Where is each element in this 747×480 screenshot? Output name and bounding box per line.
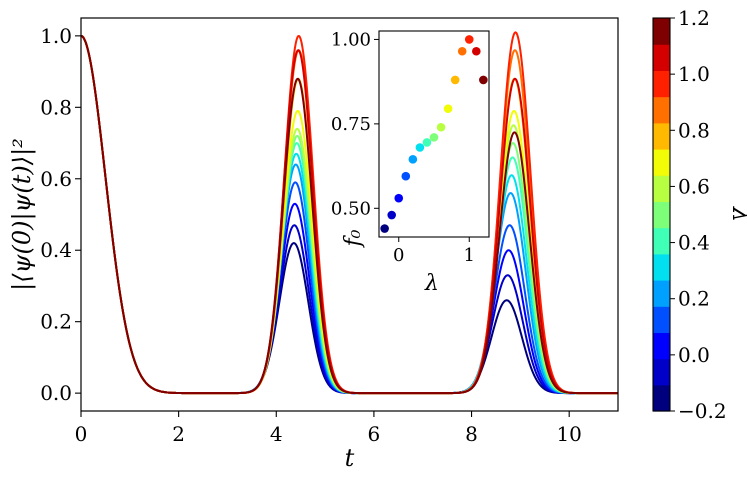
colorbar-tick-label: 0.4 [678, 231, 710, 255]
inset-scatter-points [380, 35, 488, 233]
inset-point [380, 224, 389, 233]
x-tick-label: 10 [556, 422, 581, 446]
colorbar-tick-label: 0.0 [678, 343, 710, 367]
inset-point [408, 155, 418, 164]
inset-point [479, 75, 488, 85]
inset-plot-frame [378, 30, 490, 238]
colorbar-segment [653, 149, 670, 176]
colorbar-segment [653, 227, 670, 255]
colorbar-tick-label: 0.2 [678, 287, 710, 311]
colorbar-segment [653, 306, 670, 333]
y-tick-label: 0.0 [40, 381, 72, 405]
main-plot: 0 2 4 6 8 100.00.20.40.60.81.0 t |⟨ψ(0)|ψ(t)⟩… [8, 17, 619, 472]
colorbar-segment [653, 122, 670, 150]
inset-y-tick-label: 1.00 [331, 29, 371, 50]
inset-point [401, 171, 411, 181]
inset-point [443, 104, 453, 113]
main-plot-frame [80, 17, 619, 412]
y-tick-label: 1.0 [40, 24, 72, 48]
inset-y-tick-label: 0.75 [331, 114, 371, 135]
colorbar-segment [653, 18, 670, 45]
colorbar-ticks: −0.2 0.0 0.2 0.4 0.6 0.8 1.0 1.2 [670, 6, 727, 423]
colorbar-tick-label: 0.8 [678, 118, 710, 142]
colorbar-segment [653, 44, 670, 71]
x-tick-label: 6 [368, 422, 381, 446]
main-y-axis-label: |⟨ψ(0)|ψ(t)⟩|² [8, 138, 37, 291]
colorbar-tick-label: 1.2 [678, 6, 710, 30]
inset-x-tick-label: 0 [393, 245, 404, 266]
colorbar-segments [653, 18, 670, 412]
colorbar-tick-label: −0.2 [678, 399, 727, 423]
colorbar-tick-label: 0.6 [678, 174, 710, 198]
colorbar-segment [653, 280, 670, 307]
y-tick-label: 0.8 [40, 95, 72, 119]
x-tick-label: 8 [465, 422, 478, 446]
inset-axis-ticks: 0 1 0.50 0.75 1.00 [331, 29, 475, 266]
y-tick-label: 0.2 [40, 310, 72, 334]
colorbar-segment [653, 175, 670, 202]
main-x-axis-label: t [345, 444, 355, 472]
colorbar-segment [653, 70, 670, 98]
inset-point [422, 138, 432, 147]
inset-point [457, 46, 467, 56]
main-axis-ticks: 0 2 4 6 8 100.00.20.40.60.81.0 [40, 24, 582, 446]
colorbar-segment [653, 253, 670, 281]
inset-point [450, 75, 460, 85]
series-line [80, 34, 619, 395]
inset-point [415, 143, 425, 152]
inset-point [464, 35, 474, 44]
inset-x-tick-label: 1 [464, 245, 475, 266]
inset-y-axis-label: f₀ [341, 229, 366, 248]
inset-point [472, 46, 481, 56]
colorbar-segment [653, 96, 670, 124]
inset-point [429, 133, 439, 142]
colorbar-tick-label: 1.0 [678, 62, 710, 86]
y-tick-label: 0.6 [40, 167, 72, 191]
y-tick-label: 0.4 [40, 238, 72, 262]
colorbar-segment [653, 358, 670, 386]
colorbar-segment [653, 201, 670, 229]
colorbar-frame [652, 17, 671, 412]
inset-plot: 0 1 0.50 0.75 1.00 λ f₀ [331, 29, 490, 296]
inset-x-axis-label: λ [424, 271, 439, 296]
x-tick-label: 2 [172, 422, 185, 446]
inset-point [387, 210, 396, 220]
colorbar-segment [653, 384, 670, 412]
colorbar-segment [653, 332, 670, 360]
inset-point [394, 193, 404, 203]
inset-point [436, 122, 446, 132]
x-tick-label: 0 [75, 422, 88, 446]
inset-y-tick-label: 0.50 [331, 198, 371, 219]
x-tick-label: 4 [270, 422, 283, 446]
colorbar: −0.2 0.0 0.2 0.4 0.6 0.8 1.0 1.2 λ [652, 6, 747, 423]
colorbar-label: λ [727, 206, 747, 222]
main-series-lines [80, 31, 619, 395]
